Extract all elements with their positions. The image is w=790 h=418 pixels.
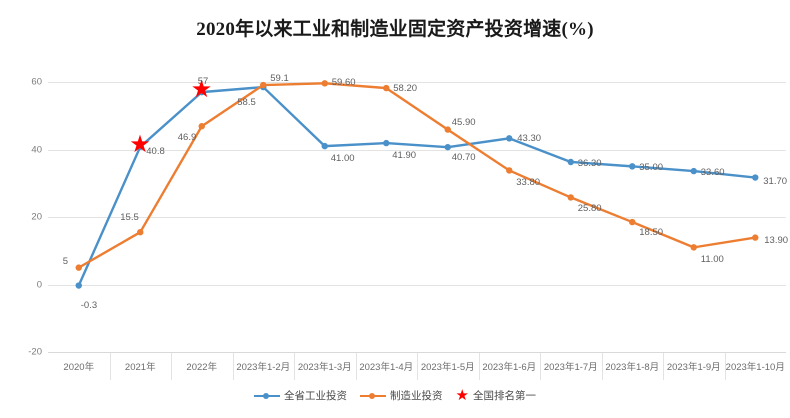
x-axis-tick-label: 2023年1-3月 [297,362,352,373]
legend-item[interactable]: 全省工业投资 [254,388,347,403]
y-axis-tick-label: 40 [31,144,42,155]
x-axis-tick-separator [663,353,664,380]
data-label: 5 [62,255,69,267]
red-star-icon: ★ [190,76,213,104]
legend-item[interactable]: 制造业投资 [360,388,443,403]
legend-item-label: 全国排名第一 [472,390,536,402]
x-axis-tick-separator [478,353,480,380]
data-label: 33.80 [516,177,541,189]
data-label: 11.00 [700,254,724,266]
x-axis-tick-label: 2023年1-7月 [543,362,598,373]
x-axis-tick-label: 2023年1-8月 [605,362,660,373]
legend-item-label: 制造业投资 [390,390,443,402]
red-star-icon: ★ [455,387,469,404]
data-label: 40.8 [146,145,165,157]
y-axis-tick-label: 60 [31,76,42,88]
x-axis-tick-separator [294,353,295,380]
legend-item[interactable]: ★ 全国排名第一 [456,388,536,403]
data-label: 40.70 [451,152,476,164]
x-axis-tick-label: 2023年1-5月 [420,362,475,373]
data-label: 35.00 [639,162,664,174]
data-label: 41.90 [392,150,417,162]
data-label: 46.9 [177,132,197,144]
data-label: 13.90 [764,234,789,246]
gridline [48,284,786,286]
data-label: 41.00 [330,153,355,165]
x-axis-tick-label: 2023年1-4月 [359,362,414,373]
x-axis-tick-separator [171,353,172,380]
data-label: 43.30 [517,133,542,145]
x-axis: 2020年 2021年 2022年 2023年1-2月 2023年1-3月 2023年1-… [48,352,786,380]
data-label: 15.5 [120,212,139,224]
data-label: 31.70 [763,175,788,187]
legend-line-marker-icon [254,391,281,401]
x-axis-tick-separator [232,353,234,380]
data-label: -0.3 [80,299,98,311]
data-label: 59.60 [331,77,356,89]
data-label: 58.20 [393,83,418,95]
x-axis-tick-separator [724,353,726,380]
x-axis-tick-label: 2023年1-6月 [482,362,537,373]
x-axis-tick-label: 2023年1-2月 [236,362,291,373]
x-axis-tick-separator [540,353,541,380]
red-star-icon: ★ [129,130,151,158]
y-axis-tick-label: 0 [36,279,42,290]
x-axis-tick-label: 2023年1-9月 [666,362,721,373]
data-label: 57 [197,76,209,88]
x-axis-tick-label: 2022年 [186,362,218,373]
data-label: 58.5 [237,97,256,109]
x-axis-tick-separator [355,353,357,380]
x-axis-tick-label: 2023年1-10月 [725,362,785,373]
x-axis-tick-separator [417,353,418,380]
data-label: 59.1 [270,73,289,85]
data-label: 33.60 [700,167,725,179]
legend-item-label: 全省工业投资 [284,390,348,402]
x-axis-tick-separator [601,353,603,380]
plot-area: 60 40 20 0 -20 [28,77,786,358]
chart-legend: 全省工业投资 制造业投资 ★ 全国排名第一 [0,388,790,403]
data-label: 25.80 [577,203,602,215]
x-axis-tick-label: 2021年 [124,362,156,373]
x-axis-tick-label: 2020年 [63,362,95,373]
x-axis-tick-separator [109,353,111,380]
gridline [48,217,786,218]
y-axis-tick-label: 20 [31,211,42,223]
legend-line-marker-icon [360,391,387,401]
data-label: 36.30 [577,157,602,169]
y-axis-tick-label: -20 [28,346,42,358]
data-label: 45.90 [451,116,476,128]
chart-title: 2020年以来工业和制造业固定资产投资增速(%) [196,19,594,40]
data-label: 18.50 [639,227,664,239]
